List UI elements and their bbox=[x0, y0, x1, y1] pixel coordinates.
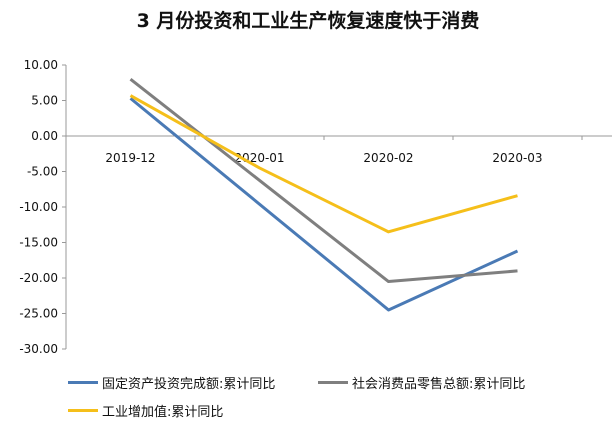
legend-swatch bbox=[68, 409, 98, 412]
y-tick-label: 10.00 bbox=[24, 58, 58, 72]
legend-item-1: 社会消费品零售总额:累计同比 bbox=[318, 373, 525, 392]
y-tick-label: -5.00 bbox=[27, 165, 58, 179]
y-tick-label: -20.00 bbox=[19, 271, 58, 285]
legend-item-2: 工业增加值:累计同比 bbox=[68, 401, 223, 420]
y-tick-label: -30.00 bbox=[19, 342, 58, 356]
series-line-1 bbox=[129, 78, 518, 284]
y-tick-label: 5.00 bbox=[31, 94, 58, 108]
x-tick-label: 2020-03 bbox=[492, 151, 542, 165]
y-tick-label: 0.00 bbox=[31, 129, 58, 143]
legend-label: 社会消费品零售总额:累计同比 bbox=[352, 377, 526, 392]
legend-swatch bbox=[318, 381, 348, 384]
y-tick-label: -10.00 bbox=[19, 200, 58, 214]
legend-label: 固定资产投资完成额:累计同比 bbox=[102, 377, 276, 392]
series-line-0 bbox=[129, 97, 519, 312]
y-tick-label: -15.00 bbox=[19, 236, 58, 250]
series-line-2 bbox=[129, 94, 518, 234]
legend-label: 工业增加值:累计同比 bbox=[102, 405, 224, 420]
legend-item-0: 固定资产投资完成额:累计同比 bbox=[68, 373, 275, 392]
x-tick-label: 2019-12 bbox=[105, 151, 155, 165]
y-tick-label: -25.00 bbox=[19, 307, 58, 321]
legend-swatch bbox=[68, 381, 98, 384]
chart-title: 3 月份投资和工业生产恢复速度快于消费 bbox=[136, 10, 480, 32]
x-tick-label: 2020-02 bbox=[363, 151, 413, 165]
